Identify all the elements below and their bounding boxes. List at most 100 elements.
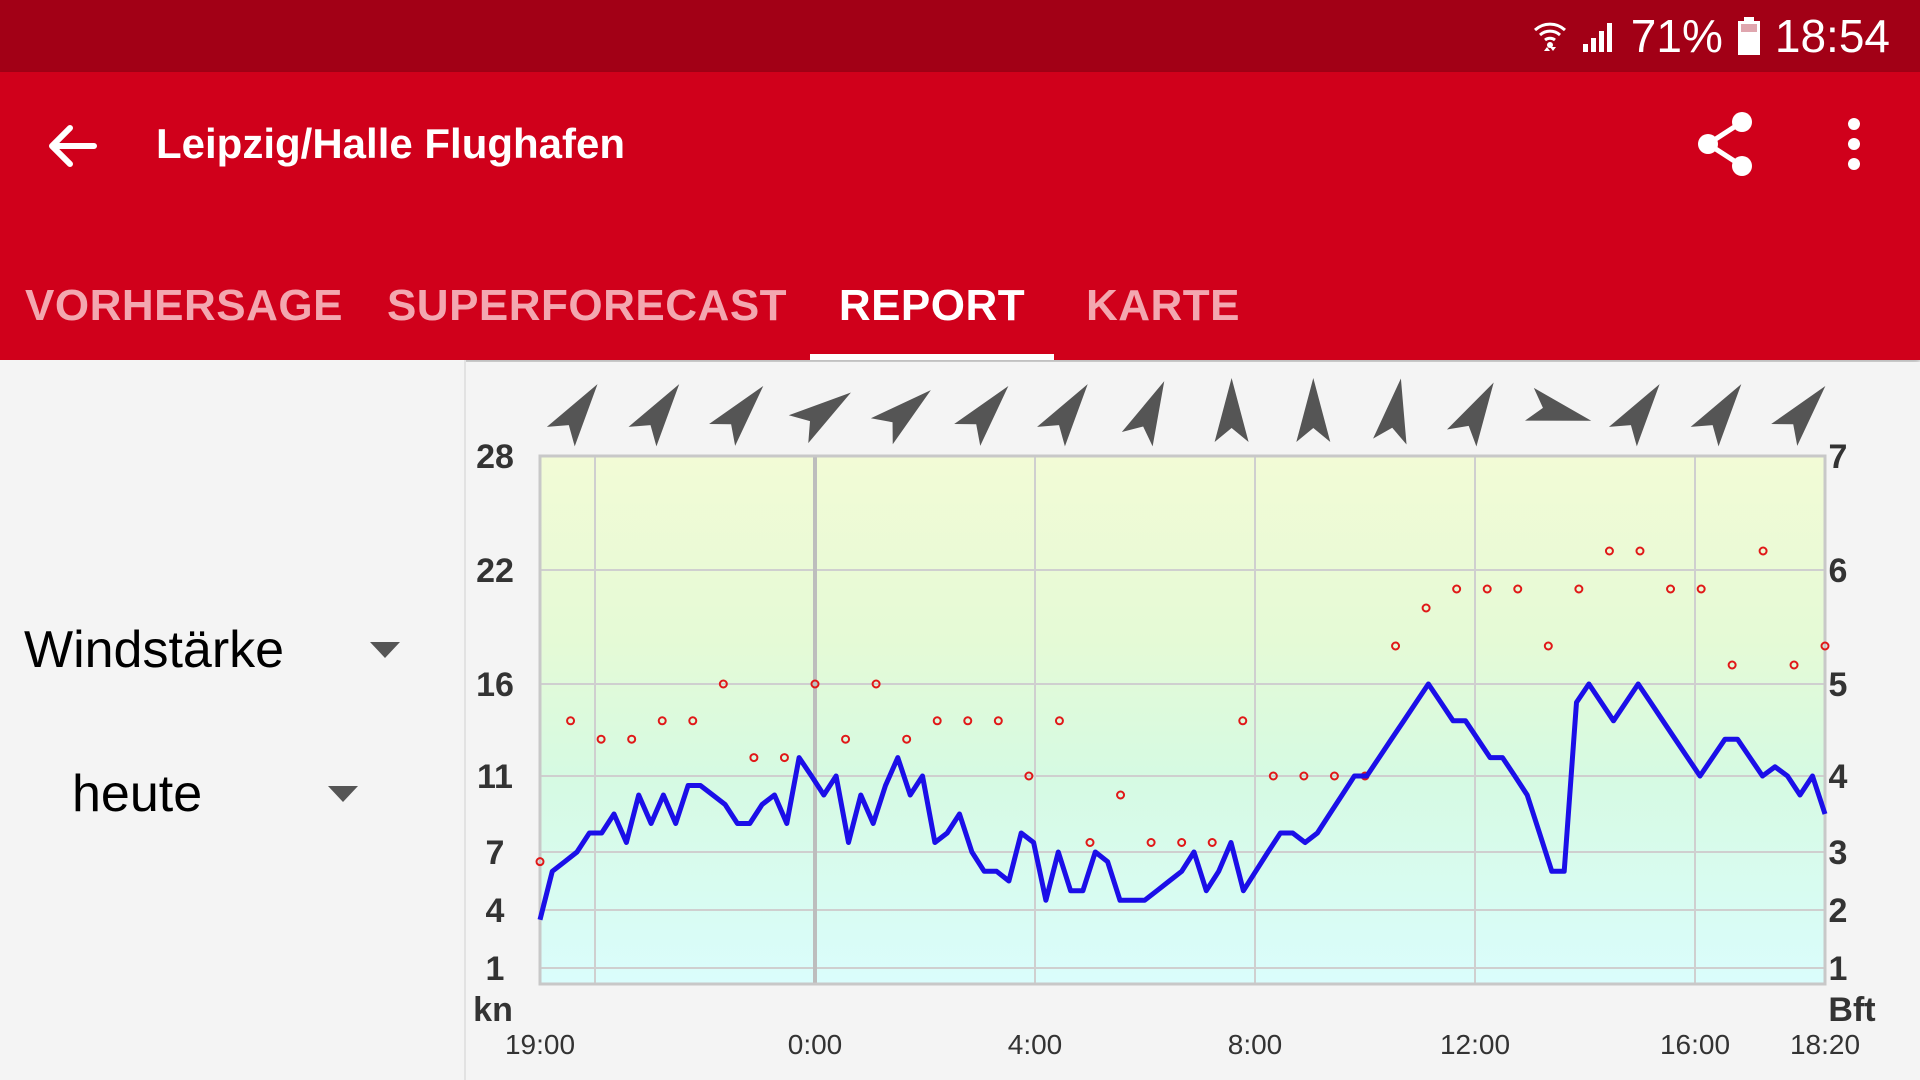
- tab-vorhersage[interactable]: VORHERSAGE: [25, 281, 343, 330]
- wind-direction-arrow-icon: [954, 385, 1009, 446]
- gust-point: [1177, 838, 1187, 847]
- wind-direction-arrow-icon: [628, 384, 680, 447]
- gust-point: [1391, 641, 1401, 651]
- left-axis-tick-label: 4: [486, 892, 505, 930]
- left-axis-tick-label: 7: [486, 834, 505, 872]
- tab-report[interactable]: REPORT: [838, 281, 1026, 330]
- period-select[interactable]: heute: [72, 764, 359, 824]
- app-toolbar: Leipzig/Halle Flughafen VORHERSAGE SUPER…: [0, 72, 1920, 360]
- parameter-select[interactable]: Windstärke: [24, 620, 401, 680]
- wind-direction-arrow-icon: [1771, 385, 1826, 446]
- wind-direction-arrows: [546, 378, 1826, 447]
- right-axis-tick-label: 4: [1829, 758, 1848, 796]
- left-axis-ticks: 1 4 7 11 16 22 28: [476, 438, 514, 988]
- wind-direction-arrow-icon: [709, 385, 764, 446]
- x-axis-tick-label: 8:00: [1228, 1029, 1283, 1060]
- gust-point: [1820, 641, 1830, 651]
- right-axis-ticks: 1 2 3 4 5 6 7: [1829, 438, 1848, 988]
- gust-point: [1604, 546, 1614, 556]
- back-arrow-icon[interactable]: [40, 114, 104, 178]
- arrow-shape: [1525, 387, 1592, 421]
- wind-direction-arrow-icon: [546, 384, 598, 447]
- right-axis-tick-label: 2: [1829, 892, 1848, 930]
- arrow-shape: [1121, 381, 1165, 447]
- x-axis-tick-label: 0:00: [788, 1029, 843, 1060]
- gust-point: [1727, 660, 1737, 670]
- wind-direction-arrow-icon: [1690, 384, 1742, 447]
- left-axis-unit: kn: [473, 991, 513, 1029]
- left-axis-tick-label: 11: [477, 758, 513, 796]
- gust-point: [749, 753, 759, 763]
- left-axis-tick-label: 16: [476, 666, 514, 704]
- arrow-shape: [1214, 378, 1249, 442]
- wind-direction-arrow-icon: [1296, 378, 1331, 442]
- arrow-shape: [1446, 382, 1494, 447]
- wind-chart: 1 4 7 11 16 22 28 1 2 3 4 5 6 7 19:00 0:00 4:00 8:00 12:…: [466, 362, 1920, 1080]
- gust-point: [688, 716, 698, 726]
- arrow-shape: [709, 385, 764, 446]
- gust-point: [535, 857, 545, 867]
- gust-point: [657, 716, 667, 726]
- arrow-shape: [954, 385, 1009, 446]
- gust-point: [810, 679, 820, 689]
- gust-point: [566, 716, 576, 726]
- right-axis-unit: Bft: [1828, 991, 1875, 1029]
- arrow-shape: [1373, 378, 1407, 445]
- right-axis-tick-label: 7: [1829, 438, 1848, 476]
- left-axis-tick-label: 22: [476, 552, 514, 590]
- arrow-shape: [546, 384, 598, 447]
- gust-point: [1024, 771, 1034, 781]
- wind-direction-arrow-icon: [1121, 381, 1165, 447]
- gust-point: [1238, 716, 1248, 726]
- gust-point: [1329, 771, 1339, 781]
- gust-point: [1268, 771, 1278, 781]
- gust-point: [1758, 546, 1768, 556]
- gust-point: [1054, 716, 1064, 726]
- status-bar: 71% 18:54: [0, 0, 1920, 72]
- tab-bar: VORHERSAGE SUPERFORECAST REPORT KARTE: [0, 252, 1920, 360]
- wind-direction-arrow-icon: [1037, 384, 1088, 447]
- gust-point: [1299, 771, 1309, 781]
- arrow-shape: [1771, 385, 1826, 446]
- gust-point: [596, 734, 606, 744]
- gust-point: [841, 734, 851, 744]
- gust-point: [627, 734, 637, 744]
- arrow-shape: [788, 392, 851, 444]
- wind-direction-arrow-icon: [1214, 378, 1249, 442]
- vertical-gridlines: [594, 456, 1696, 984]
- gust-point: [963, 716, 973, 726]
- gust-point: [1085, 838, 1095, 847]
- gust-series: [535, 546, 1830, 867]
- gust-point: [779, 753, 789, 763]
- period-select-value: heute: [72, 765, 203, 823]
- gust-point: [1635, 546, 1645, 556]
- gust-point: [1543, 641, 1553, 651]
- tab-superforecast[interactable]: SUPERFORECAST: [386, 281, 788, 330]
- gust-point: [1482, 584, 1492, 594]
- wifi-icon: [1533, 22, 1566, 51]
- more-options-icon[interactable]: [1830, 112, 1878, 176]
- right-axis-tick-label: 6: [1829, 552, 1848, 590]
- signal-icon: [1582, 23, 1612, 52]
- dropdown-caret-icon: [370, 642, 401, 658]
- tab-karte[interactable]: KARTE: [1085, 281, 1241, 330]
- x-axis-tick-label: 12:00: [1440, 1029, 1510, 1060]
- left-axis-tick-label: 1: [486, 950, 505, 988]
- gust-point: [1146, 838, 1156, 847]
- gust-point: [1789, 660, 1799, 670]
- share-icon[interactable]: [1690, 108, 1762, 180]
- gust-point: [993, 716, 1003, 726]
- battery-percent: 71%: [1630, 10, 1723, 62]
- wind-direction-arrow-icon: [788, 392, 851, 444]
- gust-point: [1513, 584, 1523, 594]
- wind-speed-line: [537, 681, 1828, 921]
- gust-point: [718, 679, 728, 689]
- x-axis-tick-label: 19:00: [505, 1029, 575, 1060]
- wind-direction-arrow-icon: [1446, 382, 1494, 447]
- battery-icon: [1737, 17, 1760, 55]
- page-title: Leipzig/Halle Flughafen: [156, 120, 626, 167]
- gust-point: [902, 734, 912, 744]
- gust-point: [1696, 584, 1706, 594]
- arrow-shape: [870, 390, 931, 445]
- gust-point: [1574, 584, 1584, 594]
